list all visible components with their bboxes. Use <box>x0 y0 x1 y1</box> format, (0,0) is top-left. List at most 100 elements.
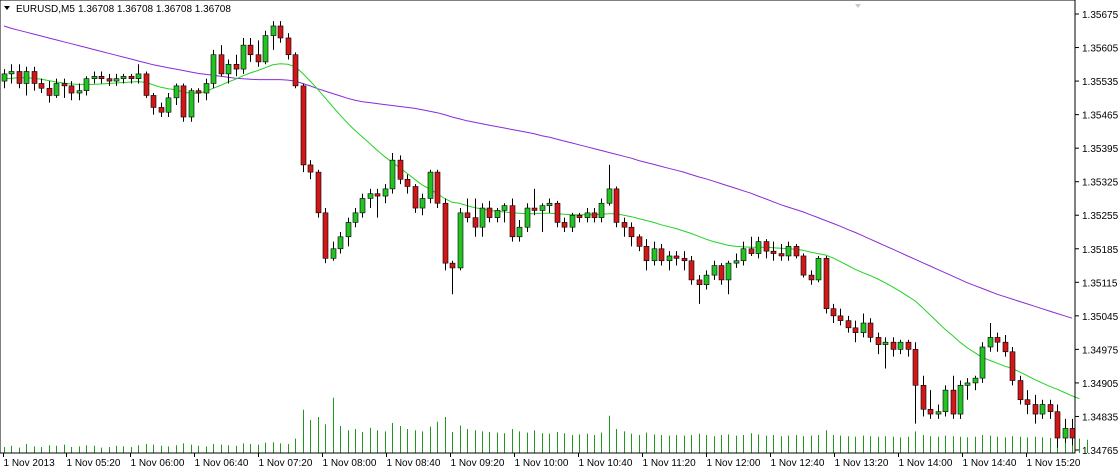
bull-candle-body <box>957 385 964 415</box>
fast-ma-line <box>3 63 1080 400</box>
bull-candle-body <box>598 202 605 218</box>
candle <box>837 308 844 326</box>
candle <box>270 21 277 50</box>
bear-candle-body <box>509 205 516 238</box>
bear-candle-body <box>554 202 561 223</box>
candle <box>135 64 142 84</box>
candle <box>1069 418 1076 446</box>
bear-candle-body <box>464 212 471 218</box>
candle <box>195 88 202 103</box>
bull-candle-body <box>210 54 217 84</box>
bear-candle-body <box>994 337 1001 343</box>
bear-candle-body <box>1032 404 1039 415</box>
bear-candle-body <box>315 171 322 214</box>
volume-histogram <box>4 397 1088 453</box>
candle <box>613 186 620 228</box>
bull-candle-body <box>457 212 464 269</box>
bull-candle-body <box>76 90 83 94</box>
bear-candle-body <box>106 78 113 82</box>
candle <box>165 93 172 118</box>
bear-candle-body <box>31 71 38 84</box>
candle <box>979 342 986 383</box>
candle <box>935 404 942 419</box>
x-tick-label: 1 Nov 05:20 <box>67 458 121 469</box>
slow-moving-average <box>3 25 1073 319</box>
x-tick-label: 1 Nov 2013 <box>4 458 56 469</box>
candle <box>225 59 232 84</box>
candle <box>1017 375 1024 405</box>
y-tick-label: 1.34835 <box>1082 412 1118 423</box>
bull-candle-body <box>651 248 658 262</box>
candle <box>472 198 479 237</box>
x-tick-label: 1 Nov 14:00 <box>899 458 953 469</box>
bear-candle-body <box>292 54 299 87</box>
candle <box>412 184 419 213</box>
bear-candle-body <box>531 207 538 211</box>
bear-candle-body <box>867 322 874 338</box>
candle <box>845 315 852 333</box>
x-tick-label: 1 Nov 13:20 <box>835 458 889 469</box>
bear-candle-body <box>808 274 815 281</box>
bear-candle-body <box>412 186 419 209</box>
bull-candle-body <box>8 71 15 75</box>
candle <box>696 275 703 304</box>
bear-candle-body <box>247 44 254 56</box>
time-axis: 1 Nov 2013 1 Nov 05:20 1 Nov 06:00 1 Nov 06… <box>3 453 1081 469</box>
candle <box>703 270 710 290</box>
y-tick-label: 1.34975 <box>1082 345 1118 356</box>
candle <box>621 217 628 237</box>
candle <box>98 71 105 84</box>
bear-candle-body <box>285 37 292 56</box>
bull-candle-body <box>352 212 359 223</box>
bear-candle-body <box>16 71 23 84</box>
candle <box>128 73 135 84</box>
bear-candle-body <box>718 265 725 281</box>
candle <box>882 337 889 369</box>
bull-candle-body <box>711 265 718 276</box>
bull-candle-body <box>942 389 949 412</box>
candle <box>598 198 605 223</box>
x-tick-label: 1 Nov 11:20 <box>643 458 697 469</box>
bull-candle-body <box>419 198 426 209</box>
bear-candle-body <box>255 54 262 63</box>
bull-candle-body <box>165 97 172 113</box>
candle <box>987 323 994 352</box>
bear-candle-body <box>890 341 897 350</box>
bull-candle-body <box>1 73 8 82</box>
bull-candle-body <box>546 202 553 206</box>
bull-candle-body <box>703 274 710 286</box>
price-axis: 1.35675 1.35605 1.35535 1.35465 1.35395 1.353… <box>1075 10 1118 457</box>
candle <box>546 198 553 213</box>
candle <box>486 200 493 223</box>
candle <box>681 251 688 271</box>
x-tick-label: 1 Nov 06:40 <box>195 458 249 469</box>
x-tick-label: 1 Nov 06:00 <box>131 458 185 469</box>
candle <box>120 73 127 84</box>
candle <box>501 203 508 223</box>
bear-candle-body <box>486 207 493 218</box>
bull-candle-body <box>584 212 591 218</box>
candle <box>240 37 247 74</box>
bull-candle-body <box>882 341 889 345</box>
fast-moving-average <box>3 63 1080 400</box>
candle <box>867 318 874 343</box>
triangle-down-icon[interactable] <box>4 6 10 10</box>
bull-candle-body <box>270 25 277 36</box>
candle <box>628 222 635 247</box>
y-tick-label: 1.35675 <box>1082 10 1118 21</box>
chart-header: EURUSD,M5 1.36708 1.36708 1.36708 1.3670… <box>4 4 231 15</box>
bull-candle-body <box>240 44 247 70</box>
candle <box>972 375 979 391</box>
bull-candle-body <box>897 341 904 350</box>
x-tick-label: 1 Nov 10:00 <box>515 458 569 469</box>
bull-candle-body <box>120 75 127 79</box>
bear-candle-body <box>434 171 441 204</box>
candle <box>382 184 389 204</box>
bear-candle-body <box>195 90 202 94</box>
candle <box>173 83 180 106</box>
candle <box>330 241 337 261</box>
candle <box>457 208 464 271</box>
bear-candle-body <box>150 95 157 108</box>
candle <box>1039 399 1046 419</box>
